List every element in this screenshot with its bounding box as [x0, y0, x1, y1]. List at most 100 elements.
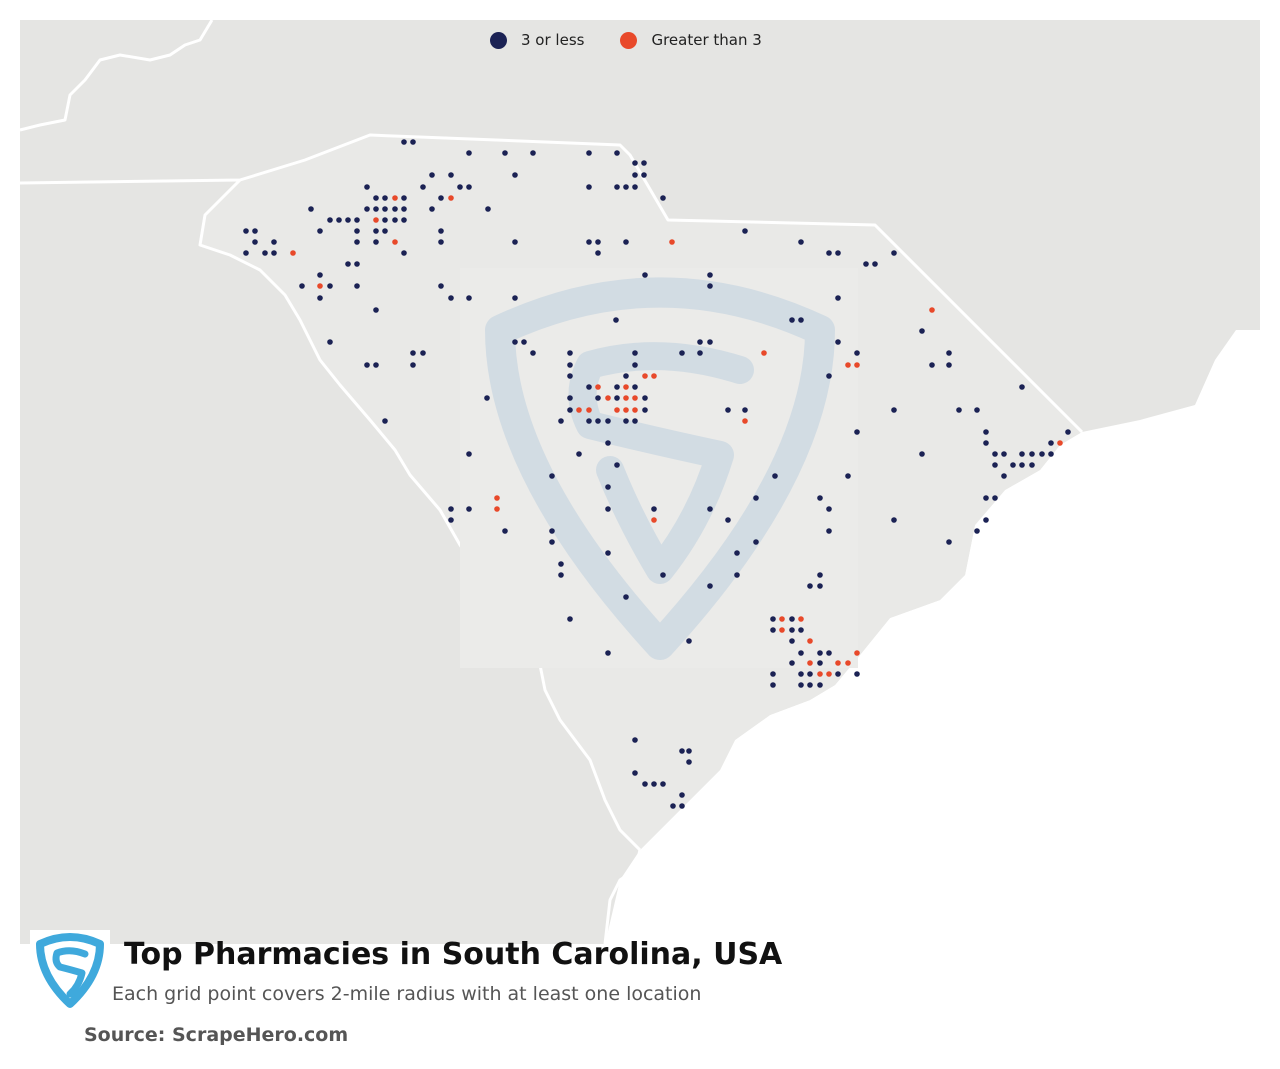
grid-point-low — [1065, 429, 1071, 435]
grid-point-low — [854, 350, 860, 356]
grid-point-low — [632, 384, 638, 390]
grid-point-low — [734, 550, 740, 556]
grid-point-high — [317, 283, 323, 289]
grid-point-high — [807, 660, 813, 666]
grid-point-low — [983, 495, 989, 501]
grid-point-low — [485, 206, 491, 212]
grid-point-low — [707, 283, 713, 289]
grid-point-low — [807, 671, 813, 677]
grid-point-low — [679, 748, 685, 754]
grid-point-low — [401, 195, 407, 201]
grid-point-low — [807, 682, 813, 688]
grid-point-low — [826, 250, 832, 256]
grid-point-low — [512, 172, 518, 178]
grid-point-low — [327, 339, 333, 345]
grid-point-low — [586, 418, 592, 424]
grid-point-low — [686, 638, 692, 644]
grid-point-low — [1039, 451, 1045, 457]
grid-point-low — [872, 261, 878, 267]
grid-point-low — [567, 616, 573, 622]
grid-point-high — [929, 307, 935, 313]
grid-point-low — [660, 195, 666, 201]
grid-point-low — [670, 803, 676, 809]
grid-point-low — [642, 407, 648, 413]
grid-point-low — [845, 473, 851, 479]
grid-point-high — [392, 239, 398, 245]
grid-point-low — [807, 583, 813, 589]
grid-point-low — [345, 217, 351, 223]
grid-point-low — [826, 528, 832, 534]
grid-point-low — [642, 781, 648, 787]
grid-point-low — [567, 350, 573, 356]
grid-point-low — [817, 660, 823, 666]
grid-point-low — [1001, 451, 1007, 457]
grid-point-high — [845, 660, 851, 666]
grid-point-low — [826, 373, 832, 379]
grid-point-high — [392, 195, 398, 201]
grid-point-low — [382, 206, 388, 212]
grid-point-low — [929, 362, 935, 368]
grid-point-low — [956, 407, 962, 413]
grid-point-low — [401, 217, 407, 223]
grid-point-high — [854, 362, 860, 368]
grid-point-high — [1057, 440, 1063, 446]
grid-point-low — [614, 462, 620, 468]
legend-label-high: Greater than 3 — [651, 31, 762, 49]
grid-point-low — [401, 206, 407, 212]
legend-label-low: 3 or less — [521, 31, 585, 49]
grid-point-low — [327, 217, 333, 223]
grid-point-high — [651, 517, 657, 523]
grid-point-low — [742, 228, 748, 234]
grid-point-high — [576, 407, 582, 413]
grid-point-low — [549, 473, 555, 479]
grid-point-high — [605, 395, 611, 401]
grid-point-low — [466, 150, 472, 156]
grid-point-low — [789, 638, 795, 644]
grid-point-low — [567, 395, 573, 401]
grid-point-low — [891, 250, 897, 256]
nc-border — [19, 133, 1084, 434]
grid-point-low — [983, 429, 989, 435]
grid-point-low — [382, 217, 388, 223]
grid-point-high — [798, 616, 804, 622]
grid-point-low — [420, 184, 426, 190]
grid-point-low — [992, 495, 998, 501]
grid-point-low — [725, 517, 731, 523]
grid-point-high — [642, 373, 648, 379]
grid-point-low — [826, 650, 832, 656]
grid-point-high — [807, 638, 813, 644]
borders — [19, 19, 1084, 945]
grid-point-low — [595, 239, 601, 245]
grid-point-low — [789, 660, 795, 666]
grid-point-low — [595, 395, 601, 401]
grid-point-low — [512, 339, 518, 345]
grid-point-low — [354, 261, 360, 267]
grid-point-low — [429, 206, 435, 212]
grid-point-low — [632, 172, 638, 178]
grid-point-low — [707, 506, 713, 512]
grid-point-low — [660, 781, 666, 787]
grid-point-low — [632, 184, 638, 190]
grid-points — [243, 139, 1071, 809]
grid-point-low — [623, 418, 629, 424]
grid-point-low — [613, 317, 619, 323]
grid-point-low — [410, 362, 416, 368]
grid-point-low — [1019, 384, 1025, 390]
grid-point-low — [429, 172, 435, 178]
grid-point-high — [373, 217, 379, 223]
grid-point-low — [817, 650, 823, 656]
grid-point-low — [632, 737, 638, 743]
grid-point-low — [373, 239, 379, 245]
grid-point-low — [854, 671, 860, 677]
logo-shield-icon — [36, 933, 104, 1008]
grid-point-high — [632, 407, 638, 413]
grid-point-low — [686, 759, 692, 765]
grid-point-low — [373, 206, 379, 212]
grid-point-low — [586, 184, 592, 190]
grid-point-low — [438, 228, 444, 234]
legend-item-low: 3 or less — [490, 31, 584, 49]
grid-point-low — [364, 184, 370, 190]
grid-point-low — [512, 239, 518, 245]
grid-point-low — [586, 239, 592, 245]
grid-point-low — [466, 451, 472, 457]
